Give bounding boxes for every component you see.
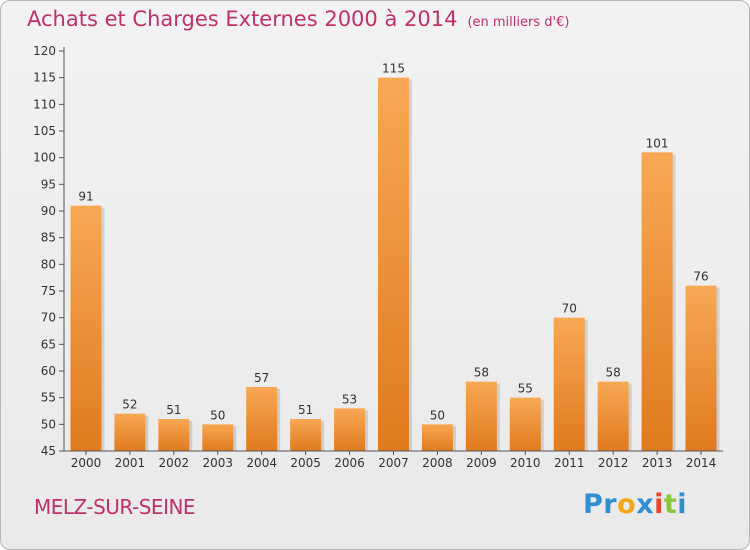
bar-value-label: 51 bbox=[298, 403, 313, 417]
y-axis: 45 50 55 60 65 70 75 80 85 90 95 100 105 110 115 120 bbox=[33, 44, 65, 458]
x-tick-label: 2002 bbox=[159, 456, 190, 470]
bar bbox=[290, 419, 322, 451]
bar-value-label: 50 bbox=[430, 408, 445, 422]
bar bbox=[421, 424, 453, 451]
bar-value-label: 101 bbox=[646, 136, 669, 150]
bar-value-label: 70 bbox=[562, 302, 577, 316]
bar bbox=[202, 424, 234, 451]
bar bbox=[641, 152, 673, 452]
x-tick-label: 2011 bbox=[554, 456, 585, 470]
y-tick-label: 70 bbox=[41, 311, 56, 325]
logo-letter: P bbox=[583, 489, 604, 520]
y-tick-label: 75 bbox=[41, 284, 56, 298]
bar-value-label: 52 bbox=[122, 398, 137, 412]
bar-value-label: 53 bbox=[342, 392, 357, 406]
bar bbox=[114, 413, 146, 451]
chart-title-text: Achats et Charges Externes 2000 à 2014 bbox=[27, 7, 458, 31]
bar bbox=[378, 77, 409, 452]
y-tick-label: 80 bbox=[41, 257, 56, 271]
y-tick-label: 100 bbox=[33, 151, 56, 165]
logo-letter: i bbox=[654, 489, 664, 520]
y-tick-label: 65 bbox=[41, 337, 56, 351]
bar bbox=[158, 419, 190, 451]
chart-title: Achats et Charges Externes 2000 à 2014 (e… bbox=[27, 7, 569, 31]
y-tick-label: 115 bbox=[33, 71, 56, 85]
bar-value-label: 76 bbox=[693, 270, 708, 284]
bar bbox=[597, 381, 629, 451]
bar-value-label: 57 bbox=[254, 371, 269, 385]
y-tick-label: 95 bbox=[41, 177, 56, 191]
x-tick-label: 2004 bbox=[246, 456, 277, 470]
y-tick-label: 110 bbox=[33, 97, 56, 111]
bar-value-label: 50 bbox=[210, 408, 225, 422]
x-tick-label: 2003 bbox=[202, 456, 233, 470]
y-tick-label: 105 bbox=[33, 124, 56, 138]
bar-value-label: 55 bbox=[518, 382, 533, 396]
commune-name: MELZ-SUR-SEINE bbox=[34, 495, 196, 519]
x-tick-label: 2000 bbox=[71, 456, 102, 470]
x-tick-label: 2001 bbox=[115, 456, 146, 470]
x-tick-label: 2006 bbox=[334, 456, 365, 470]
y-tick-label: 90 bbox=[41, 204, 56, 218]
y-tick-label: 85 bbox=[41, 231, 56, 245]
x-tick-label: 2008 bbox=[422, 456, 453, 470]
x-axis: 2000 2001 2002 2003 2004 2005 2006 2007 2008 2009… bbox=[64, 450, 723, 470]
logo-letter: t bbox=[663, 489, 678, 520]
bar bbox=[685, 285, 717, 451]
x-tick-label: 2010 bbox=[510, 456, 541, 470]
proxiti-logo: Proxiti bbox=[583, 489, 687, 520]
bar bbox=[553, 317, 585, 451]
bar-value-label: 58 bbox=[474, 366, 489, 380]
x-tick-label: 2013 bbox=[642, 456, 673, 470]
bar-value-label: 58 bbox=[606, 366, 621, 380]
bar bbox=[246, 387, 278, 451]
bar bbox=[70, 205, 102, 451]
y-tick-label: 120 bbox=[33, 44, 56, 58]
logo-letter: x bbox=[636, 489, 655, 520]
logo-letter: r bbox=[603, 489, 618, 520]
x-tick-label: 2014 bbox=[686, 456, 717, 470]
x-tick-label: 2007 bbox=[378, 456, 409, 470]
bar bbox=[334, 408, 366, 451]
bars: 91 52 51 50 57 51 53 115 50 58 55 70 58 101 76 bbox=[70, 62, 720, 452]
x-tick-label: 2009 bbox=[466, 456, 497, 470]
y-tick-label: 55 bbox=[41, 391, 56, 405]
bar-value-label: 51 bbox=[166, 403, 181, 417]
logo-letter: o bbox=[617, 489, 637, 520]
bar bbox=[509, 397, 541, 451]
x-tick-label: 2005 bbox=[290, 456, 321, 470]
x-tick-label: 2012 bbox=[598, 456, 629, 470]
y-tick-label: 60 bbox=[41, 364, 56, 378]
y-tick-label: 45 bbox=[41, 444, 56, 458]
chart-unit: (en milliers d'€) bbox=[467, 15, 570, 30]
y-tick-label: 50 bbox=[41, 417, 56, 431]
logo-letter: i bbox=[677, 489, 688, 520]
bar bbox=[465, 381, 497, 451]
bar-value-label: 91 bbox=[78, 190, 93, 204]
bar-value-label: 115 bbox=[382, 62, 405, 76]
